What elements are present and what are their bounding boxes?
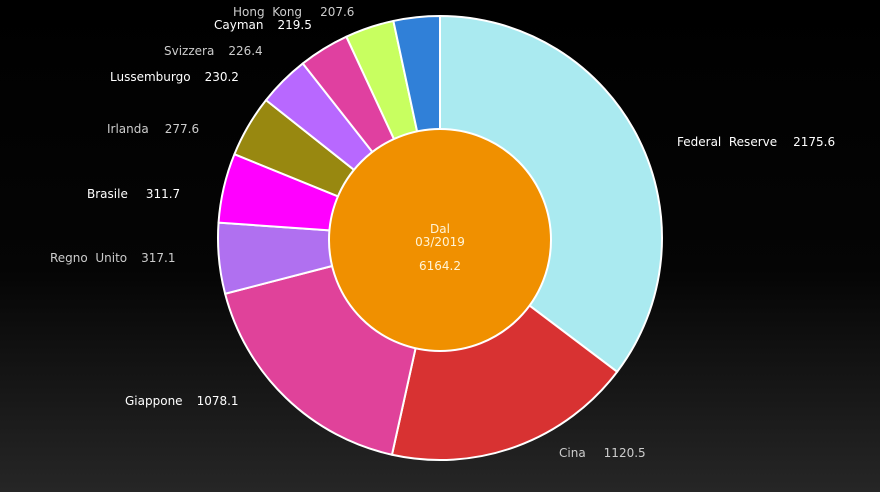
slice-label-0: Federal Reserve	[677, 135, 777, 149]
slice-value-4: 311.7	[146, 187, 180, 201]
labels-layer: Federal Reserve 2175.6 Cina 1120.5 Giappone 1…	[50, 5, 835, 460]
slice-value-5: 277.6	[165, 122, 199, 136]
slice-label-9: Hong Kong	[233, 5, 302, 19]
slice-value-9: 207.6	[320, 5, 354, 19]
slice-value-3: 317.1	[141, 251, 175, 265]
slice-label-4: Brasile	[87, 187, 128, 201]
slice-label-5: Irlanda	[107, 122, 149, 136]
slice-value-2: 1078.1	[197, 394, 239, 408]
slice-value-6: 230.2	[205, 70, 239, 84]
slice-label-2: Giappone	[125, 394, 183, 408]
slice-label-1: Cina	[559, 446, 586, 460]
slice-label-7: Svizzera	[164, 44, 214, 58]
center-total-value: 6164.2	[419, 259, 461, 273]
slice-value-7: 226.4	[228, 44, 262, 58]
slice-label-8: Cayman	[214, 18, 263, 32]
slice-label-6: Lussemburgo	[110, 70, 191, 84]
center-disc	[328, 128, 552, 352]
center-label-line1: Dal	[430, 222, 450, 236]
slice-value-8: 219.5	[277, 18, 311, 32]
slice-value-1: 1120.5	[604, 446, 646, 460]
slice-value-0: 2175.6	[793, 135, 835, 149]
slice-label-3: Regno Unito	[50, 251, 127, 265]
slices-layer	[217, 15, 663, 461]
center-label-line2: 03/2019	[415, 235, 465, 249]
